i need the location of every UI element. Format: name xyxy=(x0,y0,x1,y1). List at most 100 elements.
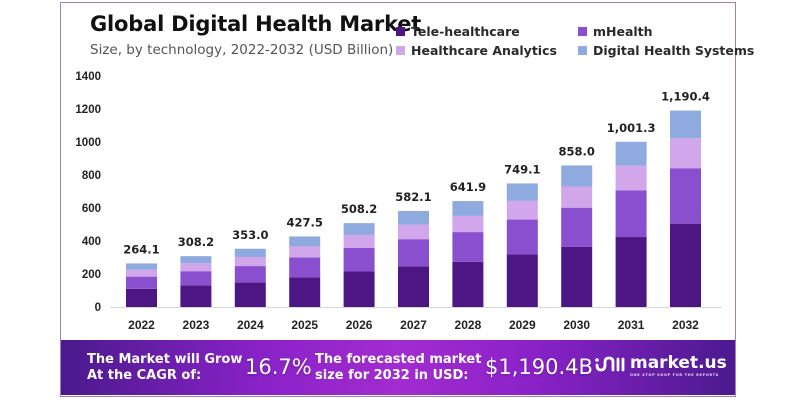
bar-segment xyxy=(506,200,538,220)
bar-total-label: 353.0 xyxy=(232,228,268,242)
bar-segment xyxy=(289,246,321,258)
y-tick-label: 200 xyxy=(82,269,101,281)
bar-segment xyxy=(180,271,212,286)
legend-label: mHealth xyxy=(593,24,653,39)
x-tick-label: 2031 xyxy=(618,318,645,332)
legend-swatch xyxy=(578,27,587,36)
bar-segment xyxy=(398,224,429,240)
bar-segment xyxy=(670,138,701,169)
bar-total-label: 1,001.3 xyxy=(607,121,656,135)
bar-segment xyxy=(452,215,484,233)
bar-segment xyxy=(398,266,429,307)
y-tick-label: 0 xyxy=(95,302,101,314)
x-tick-label: 2023 xyxy=(183,318,210,332)
bar-segment xyxy=(289,236,321,247)
x-tick-label: 2026 xyxy=(346,318,373,332)
bar-segment xyxy=(561,165,593,187)
x-tick-label: 2028 xyxy=(455,318,482,332)
bar-segment xyxy=(126,263,157,270)
bar-segment xyxy=(506,219,538,255)
bar-segment xyxy=(234,266,266,283)
bar-segment xyxy=(561,186,593,208)
bar-total-label: 641.9 xyxy=(450,180,486,194)
bar-segment xyxy=(615,165,647,191)
bar-segment xyxy=(343,234,375,248)
x-tick-label: 2022 xyxy=(128,318,155,332)
y-tick-label: 1000 xyxy=(75,137,101,149)
y-tick-label: 600 xyxy=(82,203,101,215)
bar-total-label: 749.1 xyxy=(504,162,540,176)
logo-tagline: ONE STOP SHOP FOR THE REPORTS xyxy=(630,373,719,377)
bar-total-label: 1,190.4 xyxy=(661,90,710,104)
legend-swatch xyxy=(578,46,587,55)
bar-segment xyxy=(452,232,484,262)
y-tick-label: 800 xyxy=(82,170,101,182)
x-tick-label: 2025 xyxy=(291,318,318,332)
bar-segment xyxy=(180,263,212,272)
bar-total-label: 858.0 xyxy=(559,144,595,158)
y-tick-label: 1200 xyxy=(75,104,101,116)
bar-segment xyxy=(234,257,266,267)
bar-segment xyxy=(180,285,212,307)
bar-segment xyxy=(126,276,157,289)
bar-segment xyxy=(561,246,593,307)
legend-label: Healthcare Analytics xyxy=(411,43,557,58)
forecast-label-line2: size for 2032 in USD: xyxy=(315,368,469,383)
bar-segment xyxy=(180,256,212,264)
cagr-label: The Market will Grow At the CAGR of: xyxy=(87,352,242,384)
cagr-label-line2: At the CAGR of: xyxy=(87,368,202,383)
bar-segment xyxy=(343,223,375,235)
y-tick-label: 1400 xyxy=(75,71,101,83)
bar-segment xyxy=(615,237,647,307)
x-tick-label: 2027 xyxy=(400,318,427,332)
bar-segment xyxy=(289,257,321,278)
x-tick-label: 2029 xyxy=(509,318,536,332)
forecast-label: The forecasted market size for 2032 in U… xyxy=(315,352,481,384)
y-tick-label: 400 xyxy=(82,236,101,248)
bar-segment xyxy=(561,207,593,247)
legend-item-healthcare-analytics: Healthcare Analytics xyxy=(396,43,557,58)
summary-banner: The Market will Grow At the CAGR of: 16.… xyxy=(61,340,735,395)
bar-segment xyxy=(615,190,647,238)
bar-total-label: 308.2 xyxy=(178,235,214,249)
bar-segment xyxy=(126,288,157,307)
bar-segment xyxy=(234,282,266,307)
legend-item-digital-health-systems: Digital Health Systems xyxy=(578,43,754,58)
legend-item-mhealth: mHealth xyxy=(578,24,653,39)
bar-segment xyxy=(398,210,429,225)
x-tick-label: 2024 xyxy=(237,318,264,332)
legend-label: Tele-healthcare xyxy=(411,24,520,39)
market-us-logo: market.us ONE STOP SHOP FOR THE REPORTS xyxy=(594,354,727,377)
chart-title: Global Digital Health Market xyxy=(90,12,422,36)
chart-subtitle: Size, by technology, 2022-2032 (USD Bill… xyxy=(90,42,394,58)
bar-total-label: 264.1 xyxy=(123,242,159,256)
bar-segment xyxy=(506,183,538,201)
bar-segment xyxy=(289,277,321,307)
bar-segment xyxy=(452,201,484,216)
legend-swatch xyxy=(396,27,405,36)
stacked-bar-chart: 0 200 400 600 800 1000 1200 1400 264.1 2022 308.2 2… xyxy=(75,71,722,332)
bar-segment xyxy=(670,168,701,224)
bar-segment xyxy=(343,271,375,307)
legend-item-tele-healthcare: Tele-healthcare xyxy=(396,24,520,39)
bar-segment xyxy=(452,261,484,307)
x-tick-label: 2030 xyxy=(563,318,590,332)
forecast-value: $1,190.4B xyxy=(485,355,593,379)
bar-total-label: 582.1 xyxy=(395,190,431,204)
bar-segment xyxy=(343,247,375,272)
cagr-value: 16.7% xyxy=(245,355,312,379)
bar-segment xyxy=(398,239,429,267)
bar-segment xyxy=(506,254,538,307)
bar-segment xyxy=(126,269,157,277)
market-us-logo-icon xyxy=(595,356,625,372)
bar-total-label: 427.5 xyxy=(287,215,323,229)
cagr-label-line1: The Market will Grow xyxy=(87,352,243,367)
bar-segment xyxy=(670,223,701,307)
bar-segment xyxy=(234,248,266,258)
legend-swatch xyxy=(396,46,405,55)
logo-name: market.us xyxy=(630,353,727,373)
bar-segment xyxy=(670,110,701,139)
legend-label: Digital Health Systems xyxy=(593,43,755,58)
x-tick-label: 2032 xyxy=(672,318,699,332)
bar-segment xyxy=(615,141,647,166)
